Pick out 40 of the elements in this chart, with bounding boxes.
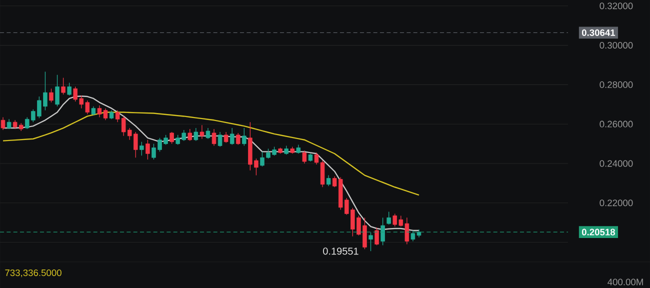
candlestick — [386, 211, 391, 225]
candlestick — [320, 160, 325, 188]
candlestick — [368, 232, 373, 252]
candlestick — [200, 124, 204, 140]
candlestick — [188, 128, 192, 142]
candlestick — [103, 108, 108, 120]
candlestick — [218, 132, 222, 148]
candlestick — [302, 150, 307, 164]
candlestick — [67, 82, 72, 96]
candlestick — [374, 227, 379, 246]
candlestick — [55, 74, 60, 107]
y-tick-label: 0.26000 — [600, 120, 633, 128]
candlestick — [194, 128, 198, 142]
candlestick — [6, 118, 12, 130]
y-tick-label: 0.22000 — [600, 200, 633, 206]
candlestick — [61, 77, 66, 95]
candlestick — [146, 140, 150, 160]
candlestick — [230, 128, 234, 146]
candlestick — [140, 141, 144, 156]
candlestick — [314, 152, 319, 165]
y-tick-label: 0.30000 — [600, 42, 633, 49]
text: 733,336.5000 — [5, 269, 62, 278]
candlestick — [170, 132, 174, 144]
candlestick — [206, 128, 210, 140]
candlestick — [212, 128, 216, 146]
candlestick — [380, 217, 385, 246]
candlestick — [0, 116, 6, 130]
ref-line-label: 0.30641 — [582, 29, 616, 36]
candlestick — [236, 132, 240, 146]
y-tick-label: 0.24000 — [600, 160, 633, 167]
candlestick — [326, 174, 331, 186]
y-tick-label: 0.28000 — [600, 81, 633, 88]
text: 400.00M — [608, 278, 643, 286]
candlestick — [224, 132, 228, 144]
annotation: 0.19551 — [323, 248, 358, 255]
candlestick — [242, 128, 246, 146]
y-tick-label: 0.32000 — [600, 2, 633, 10]
ref-line-label: 0.20518 — [582, 228, 616, 236]
candlestick — [49, 88, 54, 103]
candlestick — [97, 105, 102, 118]
